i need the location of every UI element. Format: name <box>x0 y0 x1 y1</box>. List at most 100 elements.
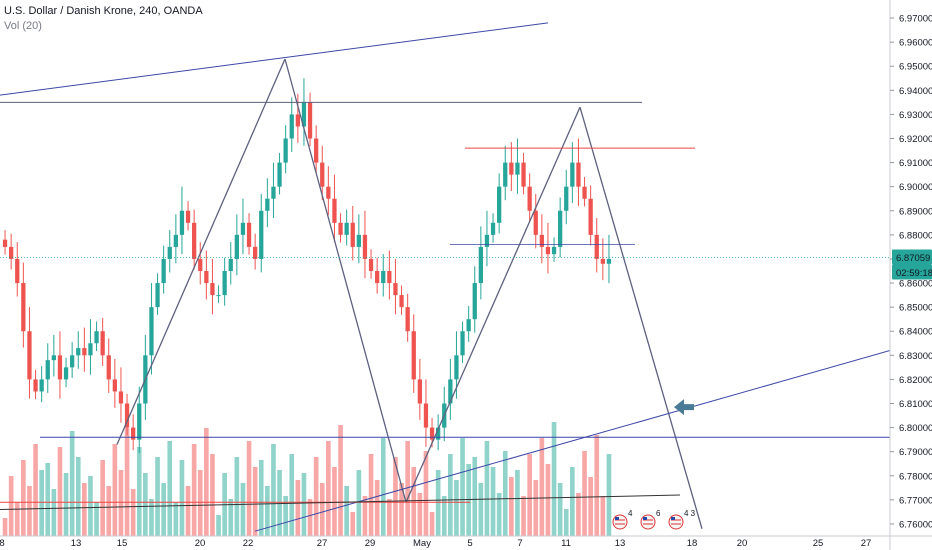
candle-body <box>100 331 105 356</box>
candle-body <box>192 222 197 259</box>
price-tick-label: 6.84000 <box>899 327 932 338</box>
volume-bar <box>362 496 368 536</box>
volume-bar <box>484 441 490 536</box>
candle-layer <box>2 78 612 454</box>
candle-body <box>497 186 502 223</box>
volume-bar <box>551 422 557 536</box>
volume-bar <box>338 425 343 536</box>
candle-body <box>63 367 69 380</box>
candle-body <box>228 258 233 271</box>
candle-body <box>204 271 209 284</box>
arrow-left-icon <box>674 399 694 416</box>
candle-body <box>375 271 380 284</box>
candle-body <box>112 379 117 392</box>
candle-body <box>484 234 490 247</box>
volume-bar <box>326 441 331 536</box>
candle-body <box>338 222 343 235</box>
candle-body <box>362 234 368 259</box>
candle-body <box>2 239 8 247</box>
volume-bar <box>594 435 600 536</box>
volume-bar <box>179 460 185 536</box>
candle-body <box>94 331 99 344</box>
candle-body <box>606 258 612 264</box>
volume-bar <box>295 480 301 536</box>
time-tick-label: 11 <box>561 538 571 549</box>
volume-bar <box>143 473 148 536</box>
candle-body <box>472 283 477 320</box>
volume-bar <box>258 460 264 536</box>
candle-body <box>76 348 81 356</box>
time-tick-label: 18 <box>687 538 698 549</box>
volume-bar <box>155 457 160 536</box>
candle-body <box>509 162 514 175</box>
candle-body <box>277 162 282 187</box>
zigzag-pattern-line <box>405 106 581 503</box>
volume-bar <box>429 512 435 536</box>
volume-bar <box>521 496 526 536</box>
volume-bar <box>197 470 203 536</box>
price-tick-label: 6.78000 <box>899 471 932 482</box>
candle-body <box>368 258 374 271</box>
volume-bar <box>332 467 337 536</box>
time-tick-label: 20 <box>737 538 748 549</box>
candle-body <box>539 234 544 247</box>
volume-bar <box>460 438 465 536</box>
volume-bar <box>100 460 105 536</box>
candle-body <box>326 186 331 199</box>
volume-bar <box>75 457 81 536</box>
volume-bar <box>124 428 130 536</box>
flag-canton <box>615 517 619 520</box>
price-tick-label: 6.88000 <box>899 230 932 241</box>
candle-body <box>185 210 191 223</box>
candle-body <box>600 258 605 264</box>
symbol-title: U.S. Dollar / Danish Krone, 240, OANDA <box>4 5 203 17</box>
volume-bar <box>539 438 545 536</box>
volume-bar <box>112 444 118 536</box>
candle-body <box>39 379 44 392</box>
candle-body <box>271 186 276 199</box>
candle-body <box>448 379 453 404</box>
volume-bar <box>289 454 295 536</box>
time-tick-label: 20 <box>195 538 206 549</box>
candle-body <box>234 234 239 259</box>
price-tick-label: 6.83000 <box>899 351 932 362</box>
candle-body <box>564 186 569 211</box>
price-tick-label: 6.91000 <box>899 158 932 169</box>
volume-bar <box>265 486 270 536</box>
volume-bar <box>185 486 191 536</box>
volume-bar <box>563 509 569 536</box>
candle-body <box>253 246 258 259</box>
candle-body <box>173 234 178 247</box>
candle-body <box>411 331 416 380</box>
price-tick-label: 6.77000 <box>899 495 932 506</box>
price-tick-label: 6.94000 <box>899 86 932 97</box>
price-tick-label: 6.90000 <box>899 182 932 193</box>
price-tick-label: 6.79000 <box>899 447 932 458</box>
candle-body <box>240 222 246 235</box>
candle-body <box>88 343 93 356</box>
candle-body <box>320 162 325 187</box>
candle-body <box>570 162 575 187</box>
volume-bar <box>173 502 179 536</box>
volume-bar <box>246 441 252 536</box>
candle-body <box>198 258 203 271</box>
volume-bar <box>393 457 398 536</box>
candle-body <box>118 391 124 404</box>
volume-bar <box>271 444 276 536</box>
volume-bar <box>118 470 124 536</box>
candle-body <box>21 283 26 332</box>
candle-body <box>265 198 270 211</box>
volume-bar <box>14 502 20 536</box>
volume-bar <box>570 467 575 536</box>
volume-bar <box>557 483 563 536</box>
candle-body <box>167 246 172 259</box>
volume-bar <box>356 470 362 536</box>
candle-body <box>314 138 319 163</box>
volume-bar <box>252 467 258 536</box>
candle-body <box>533 210 538 235</box>
price-tick-label: 6.95000 <box>899 62 932 73</box>
candle-body <box>295 114 300 127</box>
volume-bar <box>204 428 209 536</box>
candle-body <box>155 283 160 308</box>
